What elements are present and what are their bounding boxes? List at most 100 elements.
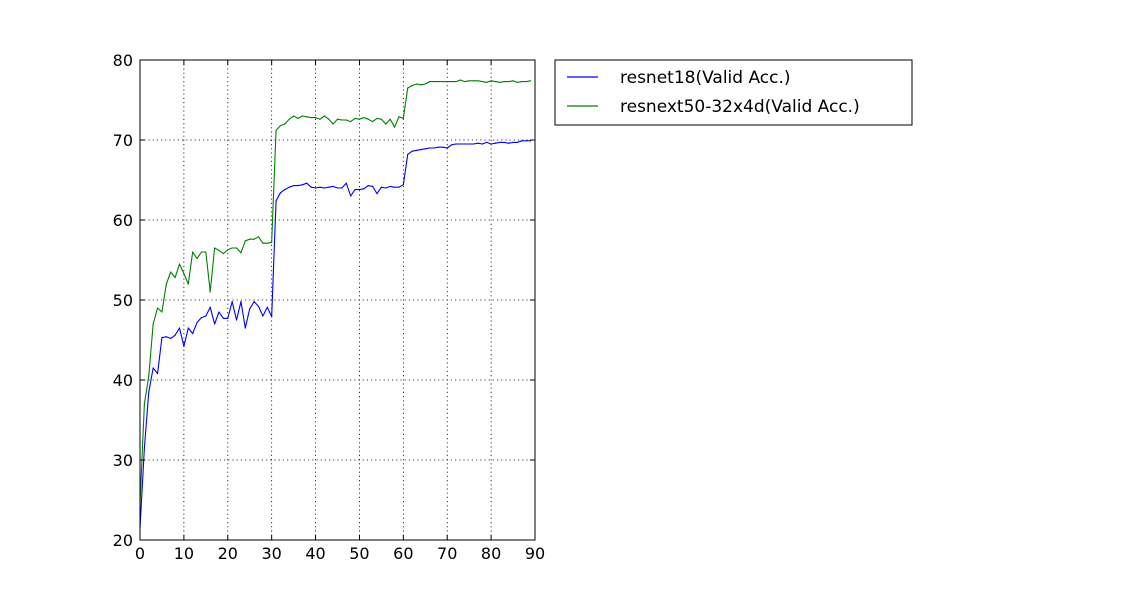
data-point [437, 146, 440, 148]
data-point [345, 119, 347, 121]
data-point [148, 391, 150, 393]
data-point [336, 118, 339, 120]
data-point [253, 238, 255, 240]
data-point [227, 249, 229, 251]
y-tick-label: 50 [113, 291, 133, 310]
data-point [301, 115, 303, 117]
data-point [319, 186, 321, 188]
data-point [209, 291, 211, 293]
data-point [271, 316, 273, 318]
data-point [262, 242, 264, 244]
x-axis-tick-labels: 0 10 20 30 40 50 60 70 80 90 [135, 544, 545, 563]
data-point [389, 118, 391, 120]
data-point [288, 118, 290, 120]
data-point [297, 117, 299, 119]
data-point [187, 327, 189, 329]
data-point [323, 115, 325, 117]
data-point [253, 301, 255, 303]
data-point [249, 308, 251, 310]
data-point [345, 182, 347, 184]
data-point [266, 242, 268, 244]
data-point [512, 141, 514, 143]
data-point [464, 143, 466, 145]
data-point [402, 184, 404, 186]
data-point [350, 195, 352, 197]
data-point [503, 141, 505, 143]
series-layer [139, 79, 532, 529]
data-point [398, 186, 400, 188]
data-point [170, 337, 172, 339]
data-point [376, 193, 378, 195]
data-point [437, 81, 440, 83]
data-point [393, 126, 396, 128]
data-point [275, 129, 277, 131]
data-point [354, 189, 356, 191]
data-point [350, 121, 352, 123]
data-point [222, 317, 224, 319]
data-point [257, 305, 260, 307]
data-point [376, 117, 378, 119]
y-tick-label: 70 [113, 131, 133, 150]
data-point [429, 147, 431, 149]
data-point [279, 125, 282, 127]
data-point [477, 142, 479, 144]
legend: resnet18(Valid Acc.) resnext50-32x4d(Vali… [554, 59, 913, 126]
data-point [411, 150, 413, 152]
data-point [380, 118, 382, 120]
data-point [244, 240, 246, 242]
data-point [525, 81, 527, 83]
data-point [271, 241, 273, 243]
data-point [249, 238, 251, 240]
data-point [284, 123, 286, 125]
data-point [477, 80, 479, 82]
data-point [521, 140, 523, 142]
data-point [415, 83, 418, 85]
data-point [165, 336, 167, 338]
data-point [407, 153, 409, 155]
data-point [385, 123, 387, 125]
data-point [472, 143, 475, 145]
data-point [336, 187, 339, 189]
data-point [358, 189, 361, 191]
data-point [275, 200, 277, 202]
data-point [240, 301, 242, 303]
data-point [284, 189, 286, 191]
data-point [293, 115, 295, 117]
data-point [446, 81, 448, 83]
data-point [530, 80, 532, 82]
data-point [143, 403, 145, 405]
series-0 [139, 140, 532, 529]
data-point [486, 81, 488, 83]
data-point [214, 323, 216, 325]
x-tick-label: 50 [349, 544, 369, 563]
data-point [332, 185, 334, 187]
data-point [385, 187, 387, 189]
tick-marks [139, 59, 536, 541]
data-point [486, 141, 488, 143]
x-tick-label: 0 [135, 544, 145, 563]
data-point [174, 277, 176, 279]
data-point [459, 143, 461, 145]
data-point [310, 117, 312, 119]
data-point [328, 186, 330, 188]
data-point [332, 123, 334, 125]
data-point [152, 367, 154, 369]
data-point [455, 81, 457, 83]
data-point [161, 311, 163, 313]
data-point [183, 273, 185, 275]
data-point [451, 144, 453, 146]
data-point [297, 185, 299, 187]
data-point [314, 187, 317, 189]
data-point [218, 249, 220, 251]
data-point [367, 185, 369, 187]
data-point [148, 375, 150, 377]
y-tick-label: 40 [113, 371, 133, 390]
data-point [407, 87, 409, 89]
data-point [442, 81, 444, 83]
data-point [244, 327, 246, 329]
data-point [196, 321, 198, 323]
data-point [323, 187, 325, 189]
data-point [235, 247, 238, 249]
y-tick-label: 30 [113, 451, 133, 470]
y-tick-label: 20 [113, 531, 133, 550]
